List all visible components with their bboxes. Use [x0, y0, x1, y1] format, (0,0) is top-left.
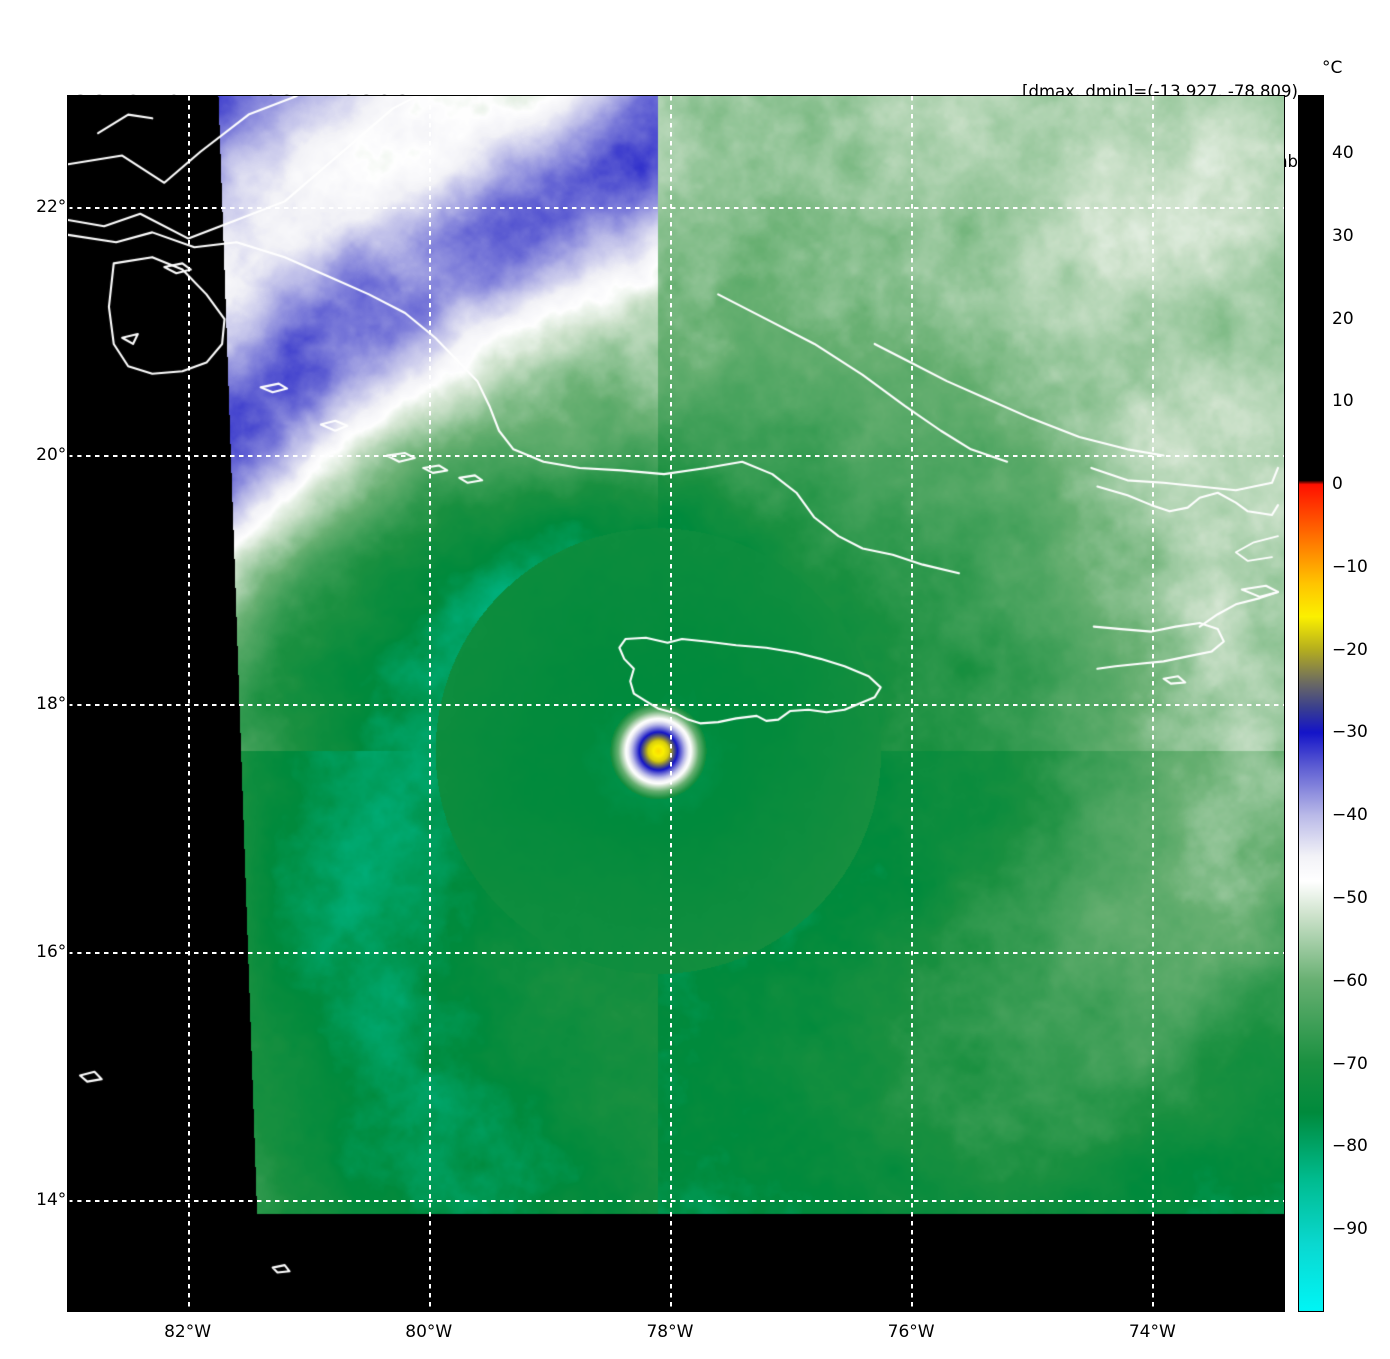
colorbar-tick-label: −80: [1332, 1136, 1368, 1157]
longitude-tick-label: 80°W: [405, 1322, 453, 1342]
latitude-tick-label: 20°N: [36, 445, 79, 466]
colorbar-tick-label: −50: [1332, 888, 1368, 909]
colorbar-tick-label: −10: [1332, 556, 1368, 577]
colorbar-tick-label: 0: [1332, 474, 1343, 495]
satellite-imagery-canvas: [68, 96, 1284, 1311]
colorbar-tick-label: −60: [1332, 970, 1368, 991]
colorbar-gradient: [1299, 96, 1323, 1311]
satellite-image-plot[interactable]: Copyright © 2020-2025 Dapiya: [67, 95, 1285, 1312]
colorbar-tick-label: 10: [1332, 391, 1354, 412]
colorbar-unit-label: °C: [1322, 58, 1343, 78]
colorbar-tick-label: 40: [1332, 142, 1354, 163]
longitude-tick-label: 78°W: [646, 1322, 694, 1342]
latitude-tick-label: 22°N: [36, 196, 79, 217]
colorbar[interactable]: [1298, 95, 1324, 1312]
latitude-tick-label: 14°N: [36, 1190, 79, 1211]
colorbar-tick-label: −30: [1332, 722, 1368, 743]
colorbar-tick-label: 30: [1332, 225, 1354, 246]
colorbar-tick-label: −70: [1332, 1053, 1368, 1074]
colorbar-tick-label: −40: [1332, 805, 1368, 826]
latitude-tick-label: 16°N: [36, 941, 79, 962]
longitude-tick-label: 74°W: [1128, 1322, 1176, 1342]
longitude-tick-label: 82°W: [164, 1322, 212, 1342]
colorbar-tick-label: −90: [1332, 1219, 1368, 1240]
latitude-tick-label: 18°N: [36, 693, 79, 714]
colorbar-tick-label: 20: [1332, 308, 1354, 329]
colorbar-tick-label: −20: [1332, 639, 1368, 660]
longitude-tick-label: 76°W: [887, 1322, 935, 1342]
